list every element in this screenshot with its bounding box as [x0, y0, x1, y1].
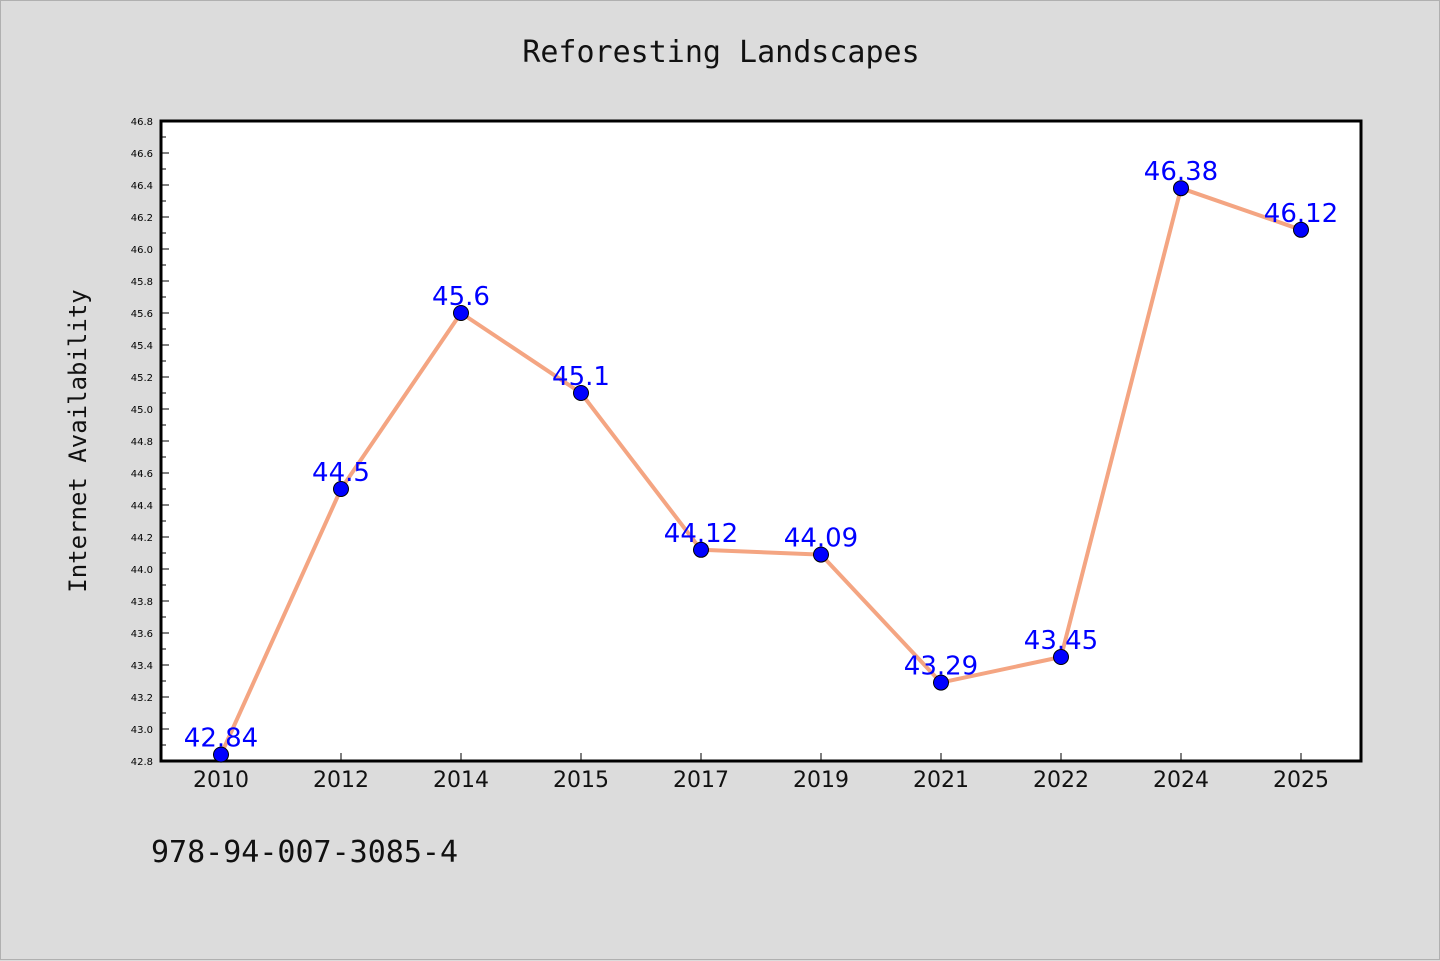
- y-tick-label: 45.2: [131, 373, 153, 384]
- y-tick-label: 45.6: [131, 309, 153, 320]
- x-tick-label: 2022: [1033, 768, 1089, 793]
- x-tick-label: 2015: [553, 768, 609, 793]
- x-tick-label: 2025: [1273, 768, 1329, 793]
- y-axis-title: Internet Availability: [64, 289, 92, 592]
- data-label: 44.5: [312, 458, 370, 488]
- data-point-marker: [453, 305, 469, 321]
- x-tick-label: 2024: [1153, 768, 1209, 793]
- y-tick-label: 46.2: [131, 213, 153, 224]
- x-tick-label: 2021: [913, 768, 969, 793]
- data-point-marker: [1293, 221, 1309, 238]
- series-line: [219, 186, 1303, 757]
- y-tick-label: 46.8: [131, 117, 153, 128]
- data-label: 44.12: [664, 519, 738, 549]
- data-point-marker: [573, 385, 589, 401]
- y-tick-label: 44.0: [131, 565, 153, 576]
- data-label: 46.12: [1264, 199, 1338, 229]
- y-tick-label: 43.6: [131, 629, 153, 640]
- y-tick-label: 43.4: [131, 661, 153, 672]
- y-tick-label: 44.4: [131, 501, 153, 512]
- data-label: 45.6: [432, 282, 490, 312]
- data-label: 44.09: [784, 524, 858, 554]
- y-tick-label: 45.8: [131, 277, 153, 288]
- y-tick-label: 43.2: [131, 693, 153, 704]
- x-tick-label: 2014: [433, 768, 489, 793]
- data-point-marker: [813, 546, 829, 563]
- x-tick-label: 2017: [673, 768, 729, 793]
- data-point-marker: [333, 481, 349, 497]
- x-tick-label: 2019: [793, 768, 849, 793]
- data-label: 42.84: [184, 724, 258, 754]
- y-tick-label: 46.6: [131, 149, 153, 160]
- y-tick-label: 43.0: [131, 725, 153, 736]
- data-point-marker: [213, 746, 229, 763]
- chart-title: Reforesting Landscapes: [522, 35, 920, 70]
- x-tick-label: 2010: [193, 768, 249, 793]
- y-tick-label: 44.2: [131, 533, 153, 544]
- x-tick-label: 2012: [313, 768, 369, 793]
- y-tick-label: 43.8: [131, 597, 153, 608]
- y-tick-label: 45.4: [131, 341, 153, 352]
- y-tick-label: 44.6: [131, 469, 153, 480]
- data-label: 45.1: [552, 362, 610, 392]
- y-tick-label: 44.8: [131, 437, 153, 448]
- plot-area: [159, 119, 1363, 763]
- data-label: 46.38: [1144, 157, 1218, 187]
- y-tick-label: 46.4: [131, 181, 153, 192]
- y-tick-label: 46.0: [131, 245, 153, 256]
- data-label: 43.45: [1024, 626, 1098, 656]
- data-label: 43.29: [904, 652, 978, 682]
- y-tick-label: 45.0: [131, 405, 153, 416]
- data-point-marker: [1053, 649, 1069, 665]
- data-point-marker: [1173, 180, 1189, 197]
- data-point-marker: [933, 674, 949, 691]
- y-tick-label: 42.8: [131, 757, 153, 768]
- footer-code: 978-94-007-3085-4: [151, 835, 459, 870]
- data-point-marker: [693, 541, 709, 558]
